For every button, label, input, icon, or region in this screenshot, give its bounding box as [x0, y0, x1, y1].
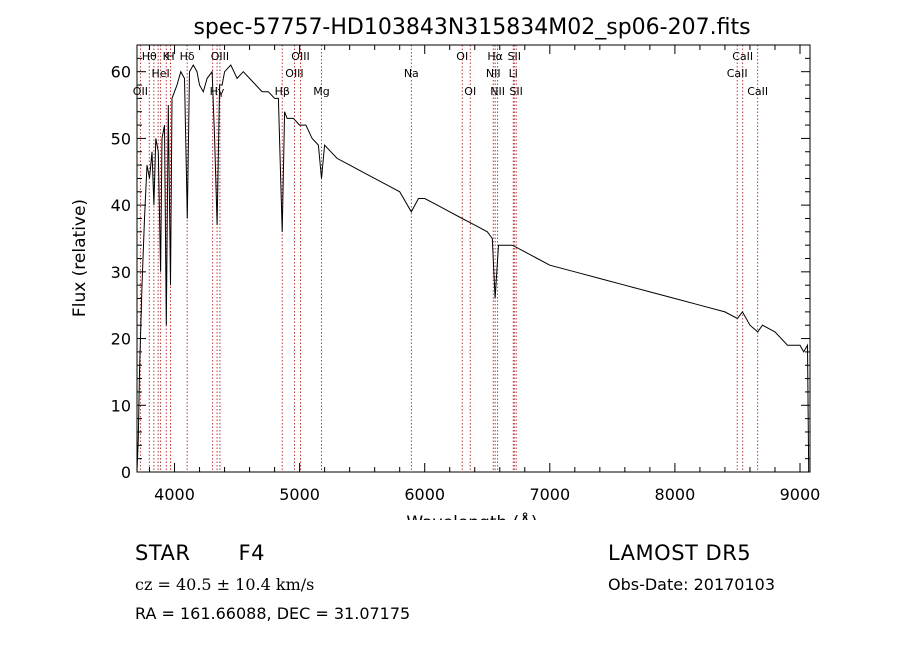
- line-label-25: CaII: [732, 50, 753, 63]
- line-label-10: OIII: [211, 50, 229, 63]
- y-axis-label: Flux (relative): [70, 199, 90, 317]
- obs-date: Obs-Date: 20170103: [608, 575, 776, 594]
- y-tick-label: 20: [111, 330, 131, 349]
- line-label-18: NII: [486, 67, 501, 80]
- spectral-line-markers: [139, 45, 759, 472]
- y-axis-ticks: 0 10 20 30 40 50 60: [111, 44, 810, 482]
- x-tick-label: 8000: [655, 485, 696, 504]
- line-label-14: Mg: [313, 85, 329, 98]
- line-label-4: HeI: [151, 67, 169, 80]
- line-label-12: OIII: [285, 67, 303, 80]
- line-label-1: Hθ: [142, 50, 157, 63]
- line-label-24: CaII: [727, 67, 748, 80]
- line-label-26: CaII: [747, 85, 768, 98]
- line-label-16: OI: [456, 50, 468, 63]
- line-label-19: Hα: [487, 50, 503, 63]
- line-label-6: H: [166, 50, 174, 63]
- line-label-23: SII: [509, 85, 522, 98]
- redshift-cz: cz = 40.5 ± 10.4 km/s: [135, 575, 315, 594]
- y-tick-label: 10: [111, 396, 131, 415]
- class-label: STAR: [135, 541, 191, 565]
- chart-title: spec-57757-HD103843N315834M02_sp06-207.f…: [193, 15, 750, 40]
- line-label-22: SII: [508, 50, 521, 63]
- x-axis-label: Wavelength (Å): [406, 511, 537, 520]
- x-tick-label: 9000: [780, 485, 821, 504]
- spectrum-chart: spec-57757-HD103843N315834M02_sp06-207.f…: [70, 15, 821, 520]
- survey-label: LAMOST DR5: [608, 541, 752, 565]
- subclass-label: F4: [238, 541, 265, 565]
- plot-frame: [136, 44, 811, 473]
- x-tick-label: 7000: [529, 485, 570, 504]
- line-label-11: Hβ: [275, 85, 290, 98]
- y-tick-label: 30: [111, 263, 131, 282]
- y-tick-label: 0: [121, 463, 131, 482]
- line-label-17: OI: [464, 85, 476, 98]
- x-tick-label: 5000: [279, 485, 320, 504]
- line-label-7: Hδ: [180, 50, 195, 63]
- line-label-20: NII: [490, 85, 505, 98]
- x-axis-ticks: 4000 5000 6000 7000 8000 9000: [149, 45, 821, 504]
- line-label-5: K: [163, 50, 171, 63]
- line-label-21: Li: [509, 67, 518, 80]
- x-tick-label: 4000: [154, 485, 195, 504]
- line-label-13: OIII: [291, 50, 309, 63]
- x-tick-label: 6000: [404, 485, 445, 504]
- spectral-line-labels: OII Hθ HeI KH Hδ Hγ OIII Hβ OIII OIII Mg Na OI OI NII H…: [133, 50, 768, 98]
- line-label-15: Na: [404, 67, 419, 80]
- spectrum-line: [136, 63, 810, 473]
- object-class: STAR F4: [135, 541, 265, 565]
- y-tick-label: 40: [111, 196, 131, 215]
- ra-dec: RA = 161.66088, DEC = 31.07175: [135, 604, 411, 623]
- y-tick-label: 60: [111, 63, 131, 82]
- y-tick-label: 50: [111, 129, 131, 148]
- line-label-9: Hγ: [210, 85, 225, 98]
- line-label-0: OII: [133, 85, 148, 98]
